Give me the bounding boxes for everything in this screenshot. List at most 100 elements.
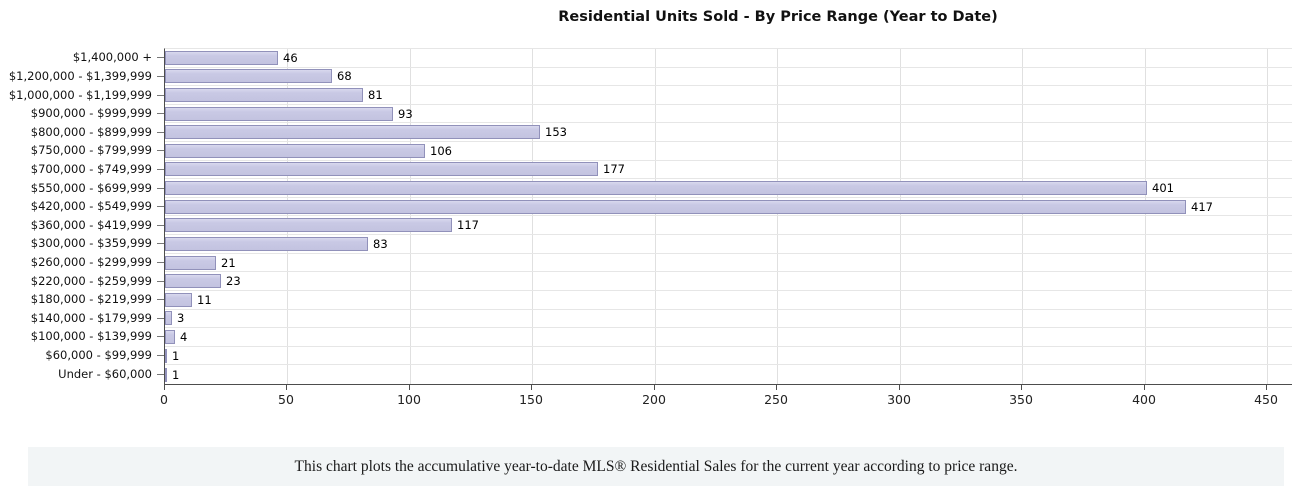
y-axis-tick xyxy=(157,336,164,337)
vertical-gridline xyxy=(777,49,778,384)
bar-value-label: 11 xyxy=(197,292,212,307)
vertical-gridline xyxy=(532,49,533,384)
vertical-gridline xyxy=(1267,49,1268,384)
bar-row: 401 xyxy=(165,179,1292,198)
bar-value-label: 93 xyxy=(398,106,413,121)
bar xyxy=(165,255,216,270)
y-axis-category-label: $1,000,000 - $1,199,999 xyxy=(8,87,152,102)
bar-value-label: 1 xyxy=(172,348,180,363)
y-axis-category-label: $420,000 - $549,999 xyxy=(30,199,152,214)
bar-row: 106 xyxy=(165,142,1292,161)
bar-value-label: 21 xyxy=(221,255,236,270)
x-axis-tick-label: 400 xyxy=(1132,392,1156,407)
vertical-gridline xyxy=(410,49,411,384)
x-axis-tick-label: 450 xyxy=(1254,392,1278,407)
bar-row: 83 xyxy=(165,235,1292,254)
bar-value-label: 68 xyxy=(337,69,352,84)
x-axis-tick-label: 150 xyxy=(519,392,543,407)
y-axis-category-label: $900,000 - $999,999 xyxy=(30,106,152,121)
bar xyxy=(165,348,167,363)
bar-row: 81 xyxy=(165,86,1292,105)
y-axis-tick xyxy=(157,374,164,375)
y-axis-tick xyxy=(157,132,164,133)
chart-title: Residential Units Sold - By Price Range … xyxy=(558,9,998,25)
bar-value-label: 3 xyxy=(177,311,185,326)
x-axis-tick xyxy=(409,384,410,390)
vertical-gridline xyxy=(287,49,288,384)
bar-row: 153 xyxy=(165,123,1292,143)
bar-row: 117 xyxy=(165,217,1292,236)
y-axis-category-label: $550,000 - $699,999 xyxy=(30,180,152,195)
y-axis-tick xyxy=(157,318,164,319)
bar-value-label: 23 xyxy=(226,274,241,289)
x-axis-tick xyxy=(1144,384,1145,390)
y-axis-category-label: $1,200,000 - $1,399,999 xyxy=(8,68,152,83)
bar-value-label: 106 xyxy=(430,143,452,158)
bar xyxy=(165,311,172,326)
bar-value-label: 117 xyxy=(457,218,479,233)
vertical-gridline xyxy=(1145,49,1146,384)
x-axis-tick-label: 350 xyxy=(1009,392,1033,407)
bar-row: 23 xyxy=(165,272,1292,291)
bar-value-label: 83 xyxy=(373,236,388,251)
x-axis-tick xyxy=(1021,384,1022,390)
bar xyxy=(165,50,278,65)
y-axis-category-label: Under - $60,000 xyxy=(58,366,152,381)
x-axis-tick xyxy=(286,384,287,390)
x-axis-tick xyxy=(899,384,900,390)
vertical-gridline xyxy=(655,49,656,384)
bar xyxy=(165,329,175,344)
footer-text: This chart plots the accumulative year-t… xyxy=(294,457,1018,475)
y-axis-tick xyxy=(157,206,164,207)
bar-value-label: 401 xyxy=(1152,181,1174,196)
bar xyxy=(165,181,1147,196)
y-axis-tick xyxy=(157,281,164,282)
x-axis-tick xyxy=(531,384,532,390)
y-axis-tick xyxy=(157,150,164,151)
x-axis-tick-label: 0 xyxy=(160,392,168,407)
x-axis-tick xyxy=(776,384,777,390)
y-axis-category-label: $100,000 - $139,999 xyxy=(30,329,152,344)
y-axis-category-label: $220,000 - $259,999 xyxy=(30,273,152,288)
y-axis-category-label: $750,000 - $799,999 xyxy=(30,143,152,158)
y-axis-tick xyxy=(157,299,164,300)
bar xyxy=(165,106,393,121)
y-axis-category-label: $300,000 - $359,999 xyxy=(30,236,152,251)
bar-row: 46 xyxy=(165,49,1292,68)
y-axis-category-label: $700,000 - $749,999 xyxy=(30,161,152,176)
y-axis-tick xyxy=(157,225,164,226)
y-axis-category-label: $140,000 - $179,999 xyxy=(30,310,152,325)
bar-row: 3 xyxy=(165,310,1292,329)
bar-row: 1 xyxy=(165,347,1292,366)
bar-row: 11 xyxy=(165,291,1292,310)
plot-area: 46 68 81 93 153 106 177 401 417 117 83 21 23 11 3 4 1 1 xyxy=(164,48,1292,385)
bar xyxy=(165,236,368,251)
x-axis-tick-label: 200 xyxy=(642,392,666,407)
x-axis-tick-label: 300 xyxy=(887,392,911,407)
bar xyxy=(165,274,221,289)
y-axis-tick xyxy=(157,262,164,263)
bar-row: 68 xyxy=(165,68,1292,87)
bar-value-label: 4 xyxy=(180,329,188,344)
bar-value-label: 417 xyxy=(1191,199,1213,214)
bar xyxy=(165,88,363,103)
vertical-gridline xyxy=(900,49,901,384)
y-axis-category-label: $180,000 - $219,999 xyxy=(30,292,152,307)
footer-note: This chart plots the accumulative year-t… xyxy=(28,447,1284,486)
bar-row: 177 xyxy=(165,161,1292,180)
bar xyxy=(165,292,192,307)
bar xyxy=(165,125,540,140)
y-axis-tick xyxy=(157,243,164,244)
y-axis-category-label: $260,000 - $299,999 xyxy=(30,255,152,270)
bar-row: 4 xyxy=(165,328,1292,347)
bar xyxy=(165,367,167,382)
y-axis-tick xyxy=(157,113,164,114)
x-axis-tick xyxy=(164,384,165,390)
x-axis-tick xyxy=(654,384,655,390)
x-axis-tick-label: 50 xyxy=(278,392,294,407)
x-axis-tick-label: 100 xyxy=(397,392,421,407)
bar-row: 417 xyxy=(165,198,1292,217)
bar xyxy=(165,218,452,233)
bar-value-label: 1 xyxy=(172,367,180,382)
x-axis-tick xyxy=(1266,384,1267,390)
